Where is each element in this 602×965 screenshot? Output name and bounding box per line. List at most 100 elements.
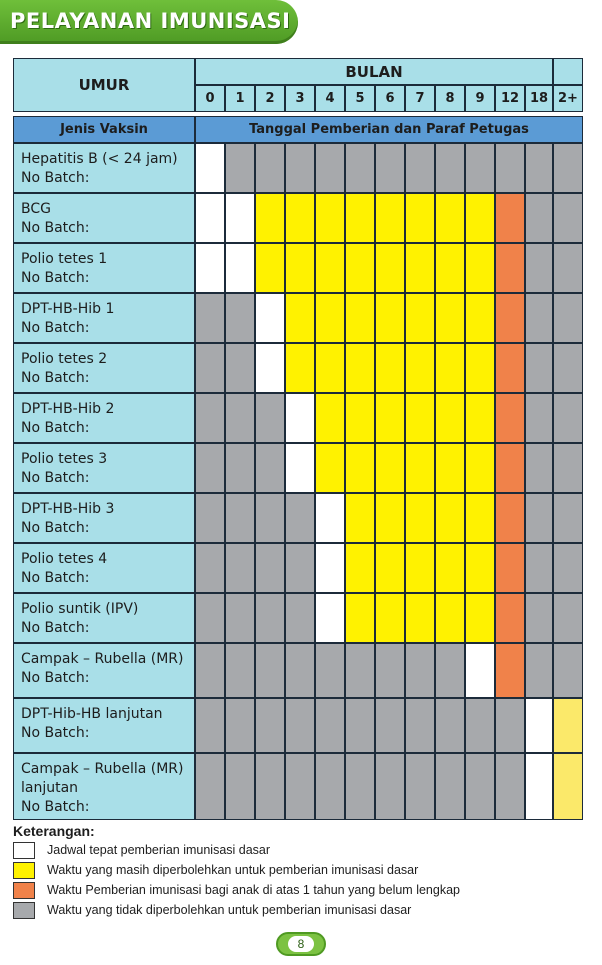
schedule-cell[interactable] <box>525 393 553 443</box>
schedule-cell[interactable] <box>465 543 495 593</box>
schedule-cell[interactable] <box>285 543 315 593</box>
schedule-cell[interactable] <box>405 393 435 443</box>
schedule-cell[interactable] <box>255 493 285 543</box>
schedule-cell[interactable] <box>285 443 315 493</box>
schedule-cell[interactable] <box>225 643 255 698</box>
schedule-cell[interactable] <box>225 343 255 393</box>
schedule-cell[interactable] <box>465 443 495 493</box>
schedule-cell[interactable] <box>285 643 315 698</box>
schedule-cell[interactable] <box>435 493 465 543</box>
schedule-cell[interactable] <box>315 543 345 593</box>
schedule-cell[interactable] <box>375 643 405 698</box>
schedule-cell[interactable] <box>435 243 465 293</box>
schedule-cell[interactable] <box>435 643 465 698</box>
schedule-cell[interactable] <box>495 493 525 543</box>
schedule-cell[interactable] <box>495 343 525 393</box>
schedule-cell[interactable] <box>255 443 285 493</box>
schedule-cell[interactable] <box>225 443 255 493</box>
schedule-cell[interactable] <box>315 293 345 343</box>
schedule-cell[interactable] <box>195 753 225 820</box>
schedule-cell[interactable] <box>195 698 225 753</box>
schedule-cell[interactable] <box>405 443 435 493</box>
schedule-cell[interactable] <box>195 293 225 343</box>
schedule-cell[interactable] <box>495 143 525 193</box>
schedule-cell[interactable] <box>465 243 495 293</box>
schedule-cell[interactable] <box>195 343 225 393</box>
schedule-cell[interactable] <box>495 193 525 243</box>
schedule-cell[interactable] <box>255 393 285 443</box>
schedule-cell[interactable] <box>553 753 583 820</box>
schedule-cell[interactable] <box>225 753 255 820</box>
schedule-cell[interactable] <box>465 293 495 343</box>
schedule-cell[interactable] <box>525 543 553 593</box>
schedule-cell[interactable] <box>345 543 375 593</box>
schedule-cell[interactable] <box>315 643 345 698</box>
schedule-cell[interactable] <box>495 643 525 698</box>
schedule-cell[interactable] <box>495 393 525 443</box>
schedule-cell[interactable] <box>195 593 225 643</box>
schedule-cell[interactable] <box>195 443 225 493</box>
schedule-cell[interactable] <box>435 143 465 193</box>
schedule-cell[interactable] <box>285 493 315 543</box>
schedule-cell[interactable] <box>345 243 375 293</box>
schedule-cell[interactable] <box>255 143 285 193</box>
schedule-cell[interactable] <box>375 698 405 753</box>
schedule-cell[interactable] <box>553 143 583 193</box>
schedule-cell[interactable] <box>405 243 435 293</box>
schedule-cell[interactable] <box>225 698 255 753</box>
schedule-cell[interactable] <box>315 343 345 393</box>
schedule-cell[interactable] <box>375 393 405 443</box>
schedule-cell[interactable] <box>345 493 375 543</box>
schedule-cell[interactable] <box>465 698 495 753</box>
schedule-cell[interactable] <box>495 698 525 753</box>
schedule-cell[interactable] <box>405 343 435 393</box>
schedule-cell[interactable] <box>375 593 405 643</box>
schedule-cell[interactable] <box>195 243 225 293</box>
schedule-cell[interactable] <box>435 543 465 593</box>
schedule-cell[interactable] <box>465 493 495 543</box>
schedule-cell[interactable] <box>495 293 525 343</box>
schedule-cell[interactable] <box>375 343 405 393</box>
schedule-cell[interactable] <box>525 193 553 243</box>
schedule-cell[interactable] <box>465 143 495 193</box>
schedule-cell[interactable] <box>405 193 435 243</box>
schedule-cell[interactable] <box>553 443 583 493</box>
schedule-cell[interactable] <box>525 343 553 393</box>
schedule-cell[interactable] <box>315 593 345 643</box>
schedule-cell[interactable] <box>495 243 525 293</box>
schedule-cell[interactable] <box>195 493 225 543</box>
schedule-cell[interactable] <box>553 343 583 393</box>
schedule-cell[interactable] <box>405 753 435 820</box>
schedule-cell[interactable] <box>525 493 553 543</box>
schedule-cell[interactable] <box>435 293 465 343</box>
schedule-cell[interactable] <box>255 543 285 593</box>
schedule-cell[interactable] <box>315 393 345 443</box>
schedule-cell[interactable] <box>525 593 553 643</box>
schedule-cell[interactable] <box>255 343 285 393</box>
schedule-cell[interactable] <box>525 698 553 753</box>
schedule-cell[interactable] <box>345 393 375 443</box>
schedule-cell[interactable] <box>405 493 435 543</box>
schedule-cell[interactable] <box>465 393 495 443</box>
schedule-cell[interactable] <box>225 193 255 243</box>
schedule-cell[interactable] <box>345 193 375 243</box>
schedule-cell[interactable] <box>495 543 525 593</box>
schedule-cell[interactable] <box>495 443 525 493</box>
schedule-cell[interactable] <box>525 243 553 293</box>
schedule-cell[interactable] <box>435 753 465 820</box>
schedule-cell[interactable] <box>435 443 465 493</box>
schedule-cell[interactable] <box>345 293 375 343</box>
schedule-cell[interactable] <box>435 193 465 243</box>
schedule-cell[interactable] <box>225 543 255 593</box>
schedule-cell[interactable] <box>525 643 553 698</box>
schedule-cell[interactable] <box>525 443 553 493</box>
schedule-cell[interactable] <box>345 753 375 820</box>
schedule-cell[interactable] <box>375 443 405 493</box>
schedule-cell[interactable] <box>405 543 435 593</box>
schedule-cell[interactable] <box>345 593 375 643</box>
schedule-cell[interactable] <box>375 243 405 293</box>
schedule-cell[interactable] <box>375 493 405 543</box>
schedule-cell[interactable] <box>195 193 225 243</box>
schedule-cell[interactable] <box>465 593 495 643</box>
schedule-cell[interactable] <box>315 143 345 193</box>
